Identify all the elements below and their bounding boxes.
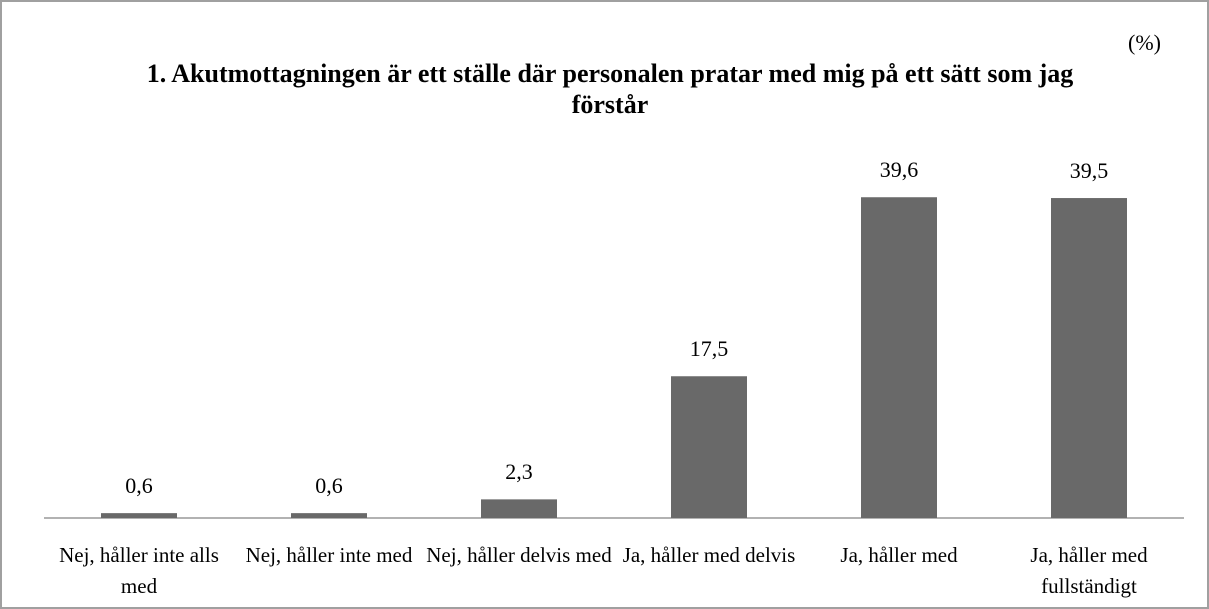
chart-title: 1. Akutmottagningen är ett ställe där pe…	[146, 59, 1074, 119]
bar	[671, 376, 747, 518]
bar	[101, 513, 177, 518]
x-tick-label: Ja, håller med fullständigt	[1030, 543, 1148, 598]
x-tick-label: Nej, håller delvis med	[426, 543, 612, 567]
x-tick-label: Ja, håller med	[840, 543, 958, 567]
value-label: 17,5	[689, 336, 729, 362]
unit-note: (%)	[1128, 30, 1161, 55]
x-tick-label: Nej, håller inte alls med	[59, 543, 219, 598]
value-label: 0,6	[315, 473, 343, 499]
bar	[291, 513, 367, 518]
value-label: 0,6	[125, 473, 153, 499]
value-label: 2,3	[505, 459, 533, 485]
bar	[1051, 198, 1127, 519]
bar	[481, 499, 557, 518]
value-label: 39,5	[1069, 158, 1109, 184]
x-tick-label: Ja, håller med delvis	[622, 543, 796, 567]
x-tick-label: Nej, håller inte med	[245, 543, 413, 567]
value-label: 39,6	[879, 157, 919, 183]
bar	[861, 197, 937, 519]
